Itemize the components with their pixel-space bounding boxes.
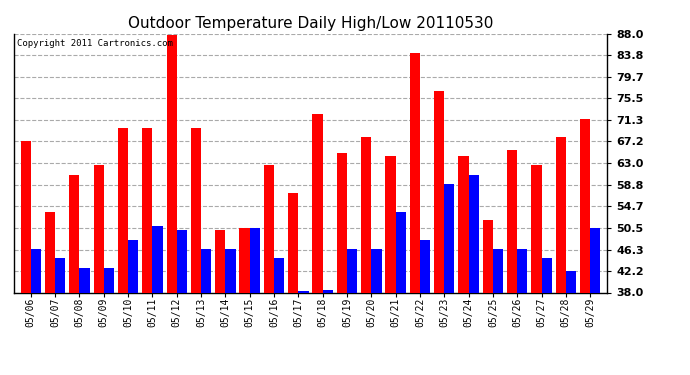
Bar (152, 226, 163, 292)
Bar (493, 249, 503, 292)
Bar (239, 228, 250, 292)
Bar (191, 128, 201, 292)
Bar (118, 128, 128, 292)
Bar (347, 249, 357, 292)
Bar (177, 230, 187, 292)
Bar (166, 35, 177, 292)
Bar (313, 114, 323, 292)
Bar (201, 249, 211, 292)
Bar (104, 268, 114, 292)
Bar (45, 212, 55, 292)
Bar (69, 174, 79, 292)
Bar (566, 271, 576, 292)
Bar (444, 184, 455, 292)
Bar (128, 240, 138, 292)
Bar (386, 156, 395, 292)
Bar (469, 174, 479, 292)
Bar (226, 249, 235, 292)
Bar (580, 118, 590, 292)
Bar (483, 220, 493, 292)
Title: Outdoor Temperature Daily High/Low 20110530: Outdoor Temperature Daily High/Low 20110… (128, 16, 493, 31)
Bar (215, 230, 226, 292)
Bar (264, 165, 274, 292)
Bar (31, 249, 41, 292)
Bar (555, 137, 566, 292)
Bar (410, 53, 420, 292)
Bar (542, 258, 552, 292)
Text: Copyright 2011 Cartronics.com: Copyright 2011 Cartronics.com (17, 39, 172, 48)
Bar (55, 258, 66, 292)
Bar (395, 212, 406, 292)
Bar (434, 91, 444, 292)
Bar (274, 258, 284, 292)
Bar (21, 141, 31, 292)
Bar (337, 153, 347, 292)
Bar (371, 249, 382, 292)
Bar (507, 150, 518, 292)
Bar (458, 156, 469, 292)
Bar (361, 137, 371, 292)
Bar (590, 228, 600, 292)
Bar (142, 128, 152, 292)
Bar (250, 228, 260, 292)
Bar (79, 268, 90, 292)
Bar (94, 165, 104, 292)
Bar (518, 249, 527, 292)
Bar (420, 240, 430, 292)
Bar (288, 193, 298, 292)
Bar (298, 291, 308, 292)
Bar (323, 290, 333, 292)
Bar (531, 165, 542, 292)
